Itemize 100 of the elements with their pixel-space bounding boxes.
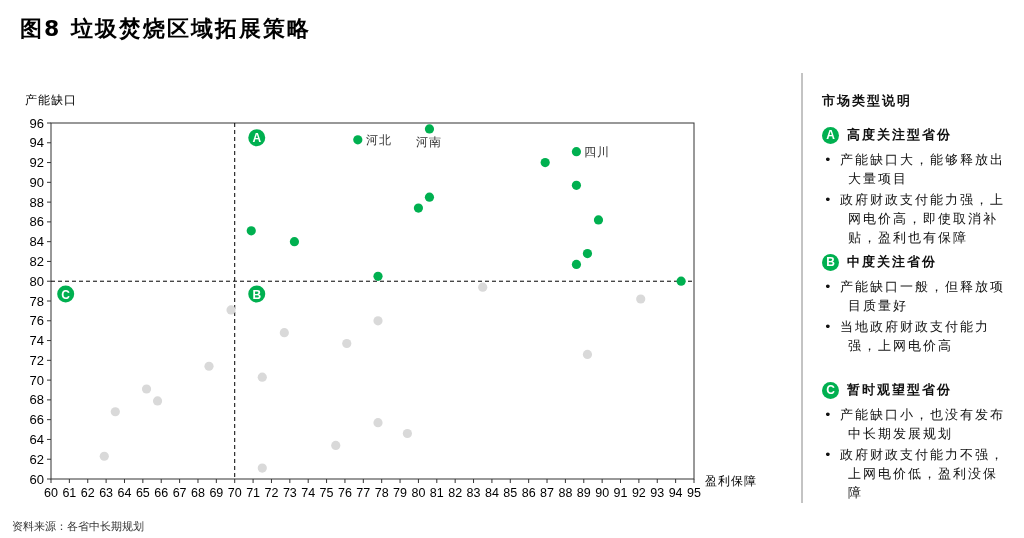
y-axis-title: 产能缺口 — [25, 93, 77, 107]
x-tick-label: 87 — [540, 486, 555, 500]
y-tick-label: 84 — [29, 234, 44, 250]
point — [571, 147, 582, 157]
text: A — [822, 126, 839, 144]
point — [204, 361, 214, 371]
x-tick-label: 69 — [209, 486, 224, 500]
x-tick-label: 78 — [374, 486, 389, 500]
point — [478, 282, 488, 292]
point — [226, 305, 236, 315]
y-tick-label: 92 — [29, 155, 44, 171]
text: • 产能缺口一般，但释放项目质量好 — [824, 278, 1006, 315]
chart-title: 图8 垃圾焚烧区域拓展策略 — [20, 16, 311, 41]
x-tick-label: 89 — [576, 486, 591, 500]
y-tick-label: 68 — [29, 392, 44, 408]
text: 暂时观望型省份 — [847, 381, 952, 399]
y-tick-label: 62 — [29, 451, 44, 467]
point — [593, 215, 604, 225]
point — [289, 237, 300, 247]
x-tick-label: 74 — [301, 486, 316, 500]
y-tick-label: 88 — [29, 194, 44, 210]
x-tick-label: 84 — [484, 486, 499, 500]
annotation: B — [252, 287, 262, 302]
point — [402, 428, 413, 439]
point — [331, 440, 341, 450]
y-tick-label: 94 — [29, 135, 44, 151]
y-tick-label: 90 — [29, 174, 44, 190]
point — [141, 384, 152, 394]
point — [373, 418, 383, 428]
text: 市场类型说明 — [822, 92, 913, 110]
point — [413, 203, 424, 213]
text: 中度关注省份 — [847, 253, 937, 271]
y-tick-label: 80 — [29, 273, 44, 289]
y-tick-label: 72 — [29, 352, 44, 368]
point — [424, 124, 435, 134]
x-tick-label: 75 — [319, 486, 334, 500]
y-tick-label: 74 — [29, 333, 44, 349]
x-tick-label: 93 — [650, 486, 665, 500]
text: 资料来源：各省中长期规划 — [12, 520, 144, 533]
x-tick-label: 92 — [631, 486, 646, 500]
x-tick-label: 73 — [282, 486, 297, 500]
annotation: 河南 — [416, 134, 443, 149]
x-tick-label: 80 — [411, 486, 426, 500]
text: 高度关注型省份 — [847, 126, 952, 144]
point — [373, 271, 383, 281]
point — [582, 349, 593, 359]
point — [571, 259, 582, 270]
x-tick-label: 71 — [246, 486, 261, 500]
x-tick-label: 70 — [227, 486, 242, 500]
point — [582, 248, 593, 259]
x-tick-label: 77 — [356, 486, 371, 500]
y-tick-label: 64 — [29, 431, 44, 447]
point — [342, 338, 352, 349]
x-tick-label: 76 — [337, 486, 352, 500]
annotation: 四川 — [584, 145, 611, 160]
text: • 产能缺口大，能够释放出大量项目 — [824, 151, 1006, 188]
x-tick-label: 86 — [521, 486, 536, 500]
y-tick-label: 78 — [29, 293, 44, 309]
text: • 产能缺口小，也没有发布中长期发展规划 — [824, 406, 1006, 443]
y-tick-label: 82 — [29, 253, 44, 269]
x-tick-label: 68 — [191, 486, 205, 500]
point — [257, 463, 267, 473]
point — [540, 157, 550, 168]
y-tick-label: 60 — [29, 471, 44, 487]
y-tick-label: 96 — [29, 115, 44, 131]
x-axis-title: 盈利保障 — [705, 474, 757, 488]
text: • 政府财政支付能力强，上网电价高，即使取消补贴，盈利也有保障 — [824, 191, 1006, 247]
x-tick-label: 63 — [99, 486, 114, 500]
point — [279, 328, 289, 338]
y-tick-label: 86 — [29, 214, 44, 230]
x-tick-label: 83 — [466, 486, 481, 500]
x-tick-label: 81 — [429, 486, 444, 500]
x-tick-label: 64 — [117, 486, 132, 500]
text: • 当地政府财政支付能力强，上网电价高 — [824, 318, 991, 355]
y-tick-label: 70 — [29, 372, 44, 388]
text: B — [822, 253, 839, 271]
text: C — [822, 381, 839, 399]
x-tick-label: 62 — [80, 486, 95, 500]
point — [246, 226, 256, 236]
text: • 政府财政支付能力不强，上网电价低，盈利没保障 — [824, 446, 1006, 502]
x-tick-label: 85 — [503, 486, 518, 500]
x-tick-label: 94 — [668, 486, 683, 500]
y-tick-label: 76 — [29, 313, 44, 329]
x-tick-label: 79 — [393, 486, 408, 500]
point — [636, 294, 646, 304]
point — [373, 316, 383, 326]
point — [152, 396, 163, 406]
x-tick-label: 95 — [687, 486, 701, 500]
point — [353, 135, 363, 145]
point — [99, 451, 109, 461]
x-tick-label: 66 — [154, 486, 169, 500]
x-tick-label: 82 — [448, 486, 463, 500]
x-tick-label: 91 — [613, 486, 628, 500]
x-tick-label: 67 — [172, 486, 187, 500]
point — [676, 276, 686, 286]
x-tick-label: 90 — [595, 486, 610, 500]
annotation: A — [252, 131, 262, 146]
point — [110, 407, 120, 417]
x-tick-label: 60 — [44, 486, 58, 500]
x-tick-label: 72 — [264, 486, 279, 500]
